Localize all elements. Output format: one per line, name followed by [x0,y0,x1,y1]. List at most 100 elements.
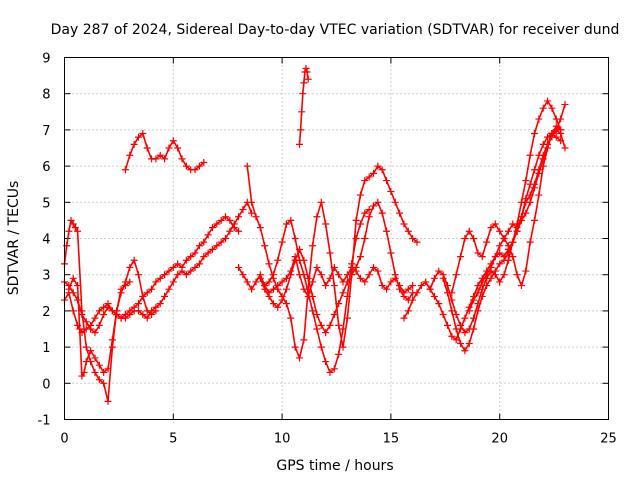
data-point [391,198,399,206]
data-point [422,278,430,286]
data-point [339,325,347,333]
data-point [134,271,142,279]
data-point [191,166,199,174]
data-point [195,162,203,170]
data-point [365,271,373,279]
data-point [148,285,156,293]
data-point [117,285,125,293]
data-point [483,282,491,290]
data-point [330,311,338,319]
data-point [413,289,421,297]
plot-frame [64,57,609,420]
data-point [222,235,230,242]
data-point [339,289,347,297]
data-point [248,198,256,206]
data-point [297,126,305,134]
data-point [143,307,151,315]
data-point [391,271,399,279]
data-point [374,267,382,275]
y-tick-label: 4 [42,233,50,248]
data-point [322,358,330,366]
chart-title: Day 287 of 2024, Sidereal Day-to-day VTE… [51,22,620,38]
series-line [63,201,253,334]
data-point [335,300,343,308]
data-point [365,213,373,221]
data-point [274,303,282,311]
data-series-trace-5 [121,130,208,174]
data-point [517,213,525,221]
data-point [274,256,282,264]
y-tick-label: 7 [42,124,50,139]
data-point [300,271,308,279]
data-point [213,242,221,250]
data-point [313,213,321,221]
data-point [417,282,425,290]
data-point [87,347,95,355]
data-point [383,285,391,293]
data-series-trace-8 [256,198,417,337]
data-point [204,231,212,239]
data-point [513,271,521,279]
data-point [478,278,486,286]
data-point [91,354,99,362]
data-point [309,278,317,286]
data-point [67,216,75,224]
grid-layer [64,57,609,420]
data-point [330,282,338,290]
data-point [152,155,160,163]
data-point [69,307,77,315]
data-point [478,292,486,300]
series-line [450,129,566,294]
data-point [348,260,356,268]
data-point [91,368,99,376]
data-point [439,311,447,319]
y-tick-label: 3 [42,269,50,284]
data-point [500,256,508,264]
data-series-trace-3 [61,216,160,405]
data-point [139,292,147,300]
data-point [461,347,469,355]
data-point [204,249,212,257]
data-point [226,216,234,224]
data-point [356,274,364,282]
data-point [299,90,307,98]
data-point [435,300,443,308]
data-point [374,162,382,170]
data-layer [61,64,569,405]
data-point [361,209,369,217]
data-point [195,242,203,250]
data-point [426,285,434,293]
data-point [439,274,447,282]
data-point [95,321,103,329]
data-series-trace-1 [61,213,243,337]
data-point [95,376,103,384]
data-series-trace-7 [243,162,421,362]
y-axis-title: SDTVAR / TECUs [6,181,22,296]
data-point [474,307,482,315]
data-point [461,329,469,337]
data-point [152,278,160,286]
data-point [108,336,116,344]
data-point [356,253,364,261]
data-point [474,249,482,257]
data-point [452,271,460,279]
data-point [500,235,508,242]
data-point [369,263,377,271]
data-point [217,216,225,224]
y-tick-label: 0 [42,377,50,392]
data-point [539,162,547,170]
data-point [248,285,256,293]
data-point [378,166,386,174]
data-point [404,227,412,235]
data-point [356,220,364,228]
data-point [213,220,221,228]
data-point [487,263,495,271]
data-point [544,97,552,105]
data-point [182,162,190,170]
data-point [282,300,290,308]
data-point [243,278,251,286]
data-point [335,271,343,279]
data-point [465,339,473,347]
data-point [387,187,395,195]
data-point [165,144,173,152]
